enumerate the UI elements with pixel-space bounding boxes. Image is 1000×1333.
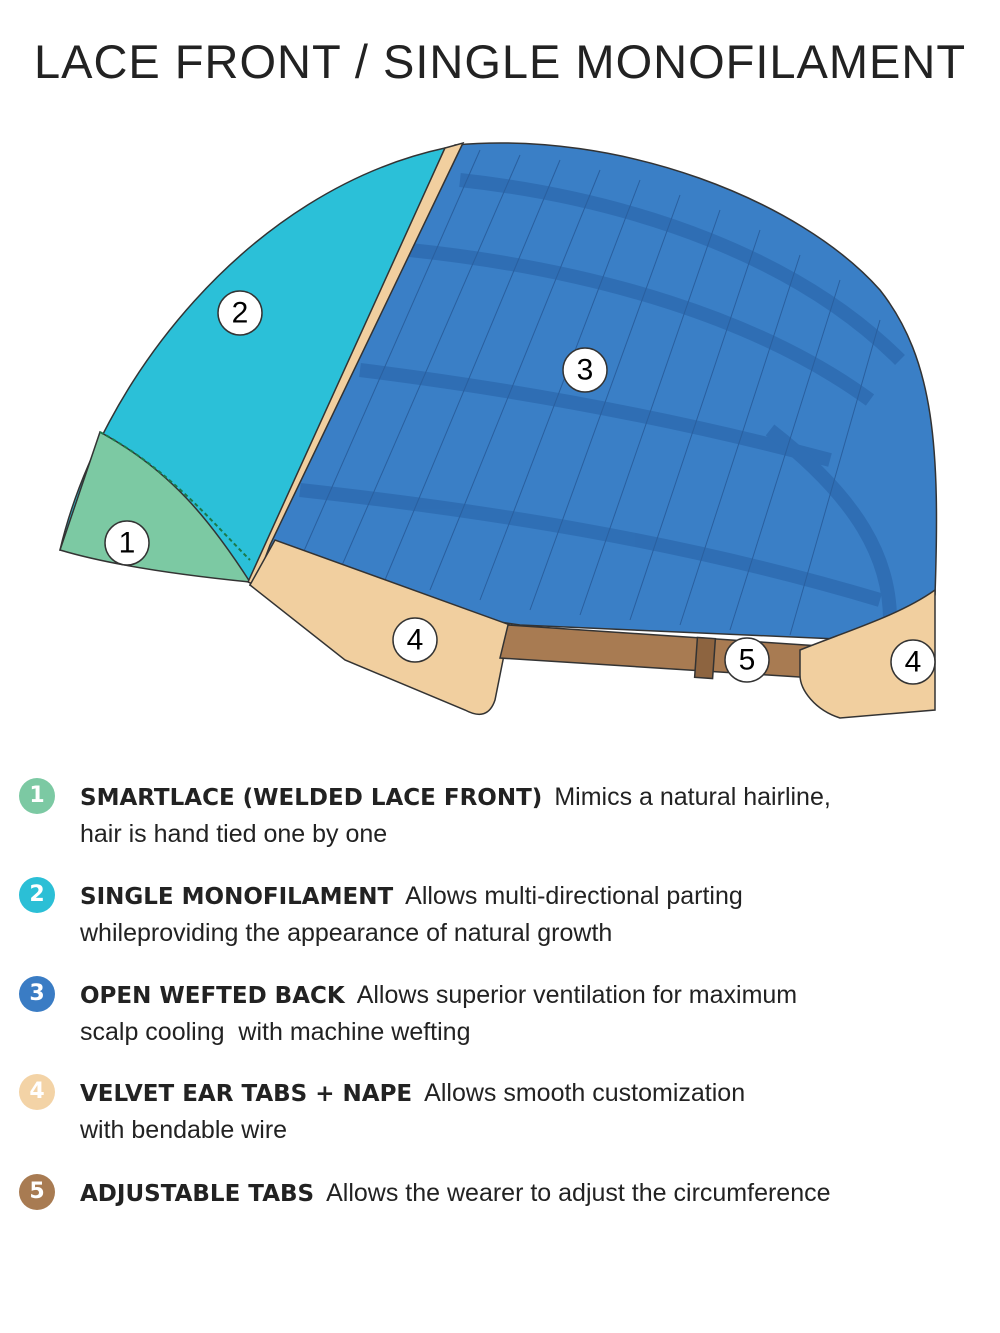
- legend-item: 2 SINGLE MONOFILAMENT Allows multi-directi…: [0, 877, 1000, 957]
- legend-text: ADJUSTABLE TABS Allows the wearer to adju…: [80, 1175, 831, 1212]
- legend-heading: SINGLE MONOFILAMENT: [80, 884, 394, 910]
- weft-lines: [299, 149, 881, 636]
- callout: 3: [577, 354, 594, 387]
- legend-item: 1 SMARTLACE (WELDED LACE FRONT) Mimics a n…: [0, 778, 1000, 858]
- legend-description: scalp cooling with machine wefting: [80, 1018, 471, 1046]
- legend-item: 5 ADJUSTABLE TABS Allows the wearer to adj…: [0, 1174, 1000, 1254]
- legend-description: Allows superior ventilation for maximum: [356, 981, 798, 1009]
- legend-number: 2: [19, 877, 55, 913]
- legend-description: Allows the wearer to adjust the circumfe…: [326, 1179, 831, 1207]
- strap-buckle: [693, 636, 717, 680]
- legend-text: VELVET EAR TABS + NAPE Allows smooth cust…: [80, 1075, 745, 1148]
- legend-number: 1: [19, 778, 55, 814]
- legend-text: OPEN WEFTED BACK Allows superior ventilat…: [80, 977, 797, 1050]
- callout: 1: [119, 527, 136, 560]
- legend-number: 4: [19, 1074, 55, 1110]
- ear-tab: [249, 539, 511, 716]
- legend-description: with bendable wire: [80, 1116, 288, 1144]
- legend-text: SINGLE MONOFILAMENT Allows multi-directio…: [80, 878, 743, 951]
- lace-seam: [99, 431, 251, 561]
- legend-description: hair is hand tied one by one: [80, 820, 388, 848]
- legend-heading: ADJUSTABLE TABS: [80, 1181, 315, 1207]
- title: LACE FRONT / SINGLE MONOFILAMENT: [33, 35, 967, 88]
- legend-number: 3: [19, 976, 55, 1012]
- nape-tab: [799, 588, 936, 719]
- callouts: 1 2 3 4 4 5: [104, 290, 936, 685]
- legend-description: Allows multi-directional parting: [405, 882, 743, 910]
- legend-heading: SMARTLACE (WELDED LACE FRONT): [80, 785, 543, 811]
- callout: 4: [905, 646, 922, 679]
- legend-description: whileproviding the appearance of natural…: [80, 919, 613, 947]
- legend-heading: VELVET EAR TABS + NAPE: [80, 1081, 413, 1107]
- legend-heading: OPEN WEFTED BACK: [80, 983, 345, 1009]
- legend-item: 4 VELVET EAR TABS + NAPE Allows smooth cus…: [0, 1074, 1000, 1154]
- legend-text: SMARTLACE (WELDED LACE FRONT) Mimics a na…: [80, 779, 831, 852]
- legend-number: 5: [19, 1174, 55, 1210]
- legend-description: Mimics a natural hairline,: [554, 783, 831, 811]
- callout: 4: [407, 624, 424, 657]
- cap-diagram: 1 2 3 4 4 5: [59, 141, 938, 719]
- callout: 2: [232, 297, 249, 330]
- legend-description: Allows smooth customization: [424, 1079, 746, 1107]
- legend-item: 3 OPEN WEFTED BACK Allows superior ventila…: [0, 976, 1000, 1056]
- callout: 5: [739, 644, 756, 677]
